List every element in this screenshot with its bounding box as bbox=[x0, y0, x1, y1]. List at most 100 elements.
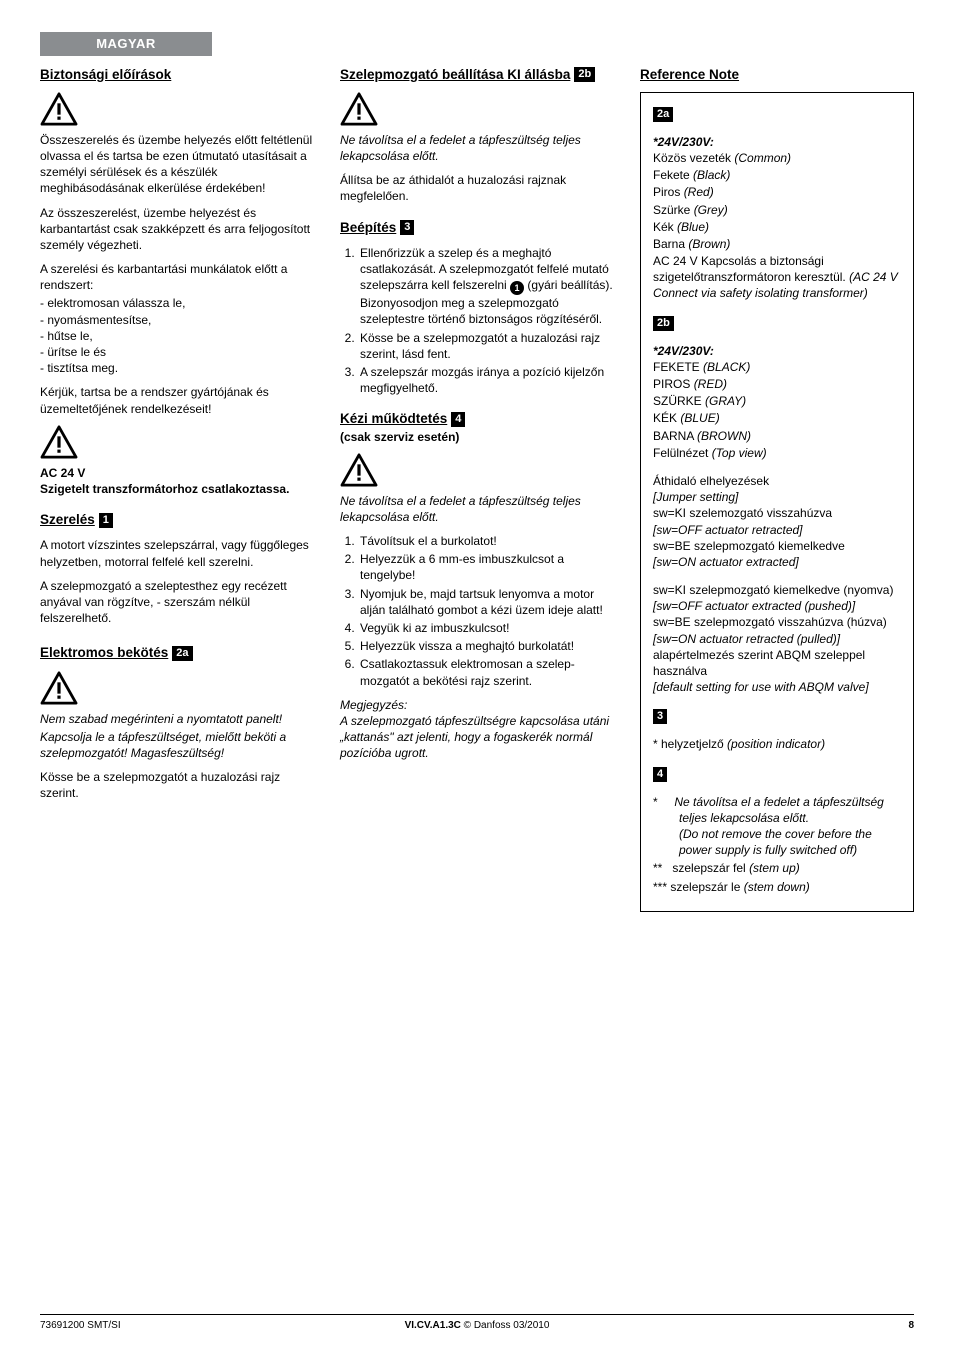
wiring-warn1: Nem szabad megérinteni a nyomtatott pane… bbox=[40, 711, 314, 727]
ref-row: Szürke (Grey) bbox=[653, 202, 901, 218]
list-item: Vegyük ki az imbuszkulcsot! bbox=[358, 620, 614, 636]
ref-row: BARNA (BROWN) bbox=[653, 428, 901, 444]
text: (Do not remove the cover before the powe… bbox=[679, 827, 872, 857]
text: sw=BE szelepmozgató visszahúzva (húzva) bbox=[653, 614, 901, 630]
text: *** bbox=[653, 880, 667, 894]
ac24-block: AC 24 V Szigetelt transzformátorhoz csat… bbox=[40, 465, 314, 497]
install-list: Ellenőrizzük a szelep és a meghajtó csat… bbox=[340, 245, 614, 397]
list-item: ** szelepszár fel (stem up) bbox=[653, 860, 901, 876]
warning-icon bbox=[340, 92, 378, 126]
list-item: elektromosan válassza le, bbox=[40, 295, 314, 311]
list-item: Csatlakoztassuk elektromosan a szelep­mo… bbox=[358, 656, 614, 688]
ref-tag-2b: 2b bbox=[653, 316, 674, 331]
list-item: Kösse be a szelepmozgatót a huzalozási r… bbox=[358, 330, 614, 362]
heading-text: Elektromos bekötés bbox=[40, 644, 168, 662]
setoff-p1: Állítsa be az áthidalót a huzalozási raj… bbox=[340, 172, 614, 204]
ref-row: Barna (Brown) bbox=[653, 236, 901, 252]
wiring-warn2: Kapcsolja le a tápfeszültséget, mielőtt … bbox=[40, 729, 314, 761]
list-item: hűtse le, bbox=[40, 328, 314, 344]
safety-p2: Az összeszerelést, üzembe helyezést és k… bbox=[40, 205, 314, 254]
list-item: nyomásmentesítse, bbox=[40, 312, 314, 328]
text: AC 24 V Kapcsolás a biztonsági szigetelő… bbox=[653, 254, 849, 284]
ref-row: SZÜRKE (GRAY) bbox=[653, 393, 901, 409]
text: * bbox=[653, 795, 658, 809]
mount-p2: A szelepmozgató a szeleptesthez egy recé… bbox=[40, 578, 314, 627]
text: * helyzetjelző bbox=[653, 737, 727, 751]
mount-p1: A motort vízszintes szelepszárral, vagy … bbox=[40, 537, 314, 569]
warning-icon bbox=[340, 453, 378, 487]
circled-1-icon: 1 bbox=[510, 281, 524, 295]
text: [sw=ON actuator extracted] bbox=[653, 554, 901, 570]
text: Áthidaló elhelyezések bbox=[653, 473, 901, 489]
text: (Top view) bbox=[712, 446, 767, 460]
manual-list: Távolítsuk el a burkolatot! Helyezzük a … bbox=[340, 533, 614, 689]
heading-text: Beépítés bbox=[340, 219, 396, 237]
text: sw=KI szelemozgató visszahúzva bbox=[653, 505, 901, 521]
safety-p1: Összeszerelés és üzembe helyezés előtt f… bbox=[40, 132, 314, 197]
heading-text: Szerelés bbox=[40, 511, 95, 529]
reference-heading: Reference Note bbox=[640, 66, 914, 84]
text: Felülnézet bbox=[653, 446, 712, 460]
list-item: Ellenőrizzük a szelep és a meghajtó csat… bbox=[358, 245, 614, 328]
text: ** bbox=[653, 861, 662, 875]
text: alapértelmezés szerint ABQM szeleppel ha… bbox=[653, 647, 901, 679]
setoff-heading: Szelepmozgató beállítása KI állásba 2b bbox=[340, 66, 614, 84]
ref-row: KÉK (BLUE) bbox=[653, 410, 901, 426]
safety-p3: A szerelési és karbantartási munkálatok … bbox=[40, 261, 314, 293]
list-item: Helyezzük a 6 mm-es imbuszkulcsot a teng… bbox=[358, 551, 614, 583]
wiring-p1: Kösse be a szelepmozgatót a huzalozási r… bbox=[40, 769, 314, 801]
text: (stem up) bbox=[749, 861, 800, 875]
text: © Danfoss 03/2010 bbox=[461, 1320, 550, 1331]
column-2: Szelepmozgató beállítása KI állásba 2b N… bbox=[340, 66, 614, 912]
ref-row: Piros (Red) bbox=[653, 184, 901, 200]
s3-line: * helyzetjelző (position indicator) bbox=[653, 736, 901, 752]
reference-box: 2a *24V/230V: Közös vezeték (Common)Feke… bbox=[640, 92, 914, 912]
ref-row: Kék (Blue) bbox=[653, 219, 901, 235]
text: szelepszár fel bbox=[672, 861, 749, 875]
text: sw=KI szelepmozgató kiemelkedve (nyomva) bbox=[653, 582, 901, 598]
manual-heading: Kézi működtetés 4 bbox=[340, 410, 614, 428]
install-heading: Beépítés 3 bbox=[340, 219, 614, 237]
text: szelepszár le bbox=[670, 880, 743, 894]
text: [default setting for use with ABQM valve… bbox=[653, 679, 901, 695]
ac24-line1: AC 24 V bbox=[40, 465, 314, 481]
safety-list: elektromosan válassza le, nyomásmentesít… bbox=[40, 295, 314, 376]
warning-icon bbox=[40, 671, 78, 705]
ref-tag-4: 4 bbox=[653, 767, 667, 782]
list-item: tisztítsa meg. bbox=[40, 360, 314, 376]
text: (stem down) bbox=[744, 880, 810, 894]
ref-row: Közös vezeték (Common) bbox=[653, 150, 901, 166]
heading-text: Kézi működtetés bbox=[340, 410, 447, 428]
list-item: *** szelepszár le (stem down) bbox=[653, 879, 901, 895]
ref-tag-3: 3 bbox=[653, 709, 667, 724]
s2b-head: *24V/230V: bbox=[653, 343, 901, 359]
list-item: * Ne távolítsa el a fedelet a tápfeszült… bbox=[653, 794, 901, 859]
text: [Jumper setting] bbox=[653, 489, 901, 505]
warning-icon bbox=[40, 425, 78, 459]
manual-warn: Ne távolítsa el a fedelet a tápfeszültsé… bbox=[340, 493, 614, 525]
note-label: Megjegyzés: bbox=[340, 697, 614, 713]
list-item: ürítse le és bbox=[40, 344, 314, 360]
ref-row: PIROS (RED) bbox=[653, 376, 901, 392]
page-footer: VI.CV.A1.3C © Danfoss 03/2010 73691200 S… bbox=[40, 1314, 914, 1333]
ref-tag-4: 4 bbox=[451, 412, 465, 427]
ref-tag-1: 1 bbox=[99, 513, 113, 528]
mounting-heading: Szerelés 1 bbox=[40, 511, 314, 529]
column-3: Reference Note 2a *24V/230V: Közös vezet… bbox=[640, 66, 914, 912]
text: VI.CV.A1.3C bbox=[405, 1320, 461, 1331]
text: Ne távolítsa el a fedelet a tápfeszültsé… bbox=[674, 795, 883, 825]
ref-tag-2b: 2b bbox=[574, 67, 595, 82]
text: [sw=ON actuator retracted (pulled)] bbox=[653, 631, 901, 647]
list-item: Távolítsuk el a burkolatot! bbox=[358, 533, 614, 549]
text: [sw=OFF actuator extracted (pushed)] bbox=[653, 598, 901, 614]
warning-icon bbox=[40, 92, 78, 126]
wiring-heading: Elektromos bekötés 2a bbox=[40, 644, 314, 662]
text: sw=BE szelepmozgató kiemelkedve bbox=[653, 538, 901, 554]
list-item: A szelepszár mozgás iránya a pozíció kij… bbox=[358, 364, 614, 396]
heading-text: Szelepmozgató beállítása KI állásba bbox=[340, 66, 570, 84]
ref-tag-3: 3 bbox=[400, 220, 414, 235]
s2a-head: *24V/230V: bbox=[653, 134, 901, 150]
footer-center: VI.CV.A1.3C © Danfoss 03/2010 bbox=[40, 1319, 914, 1333]
ref-row: Fekete (Black) bbox=[653, 167, 901, 183]
ref-tag-2a: 2a bbox=[172, 646, 192, 661]
